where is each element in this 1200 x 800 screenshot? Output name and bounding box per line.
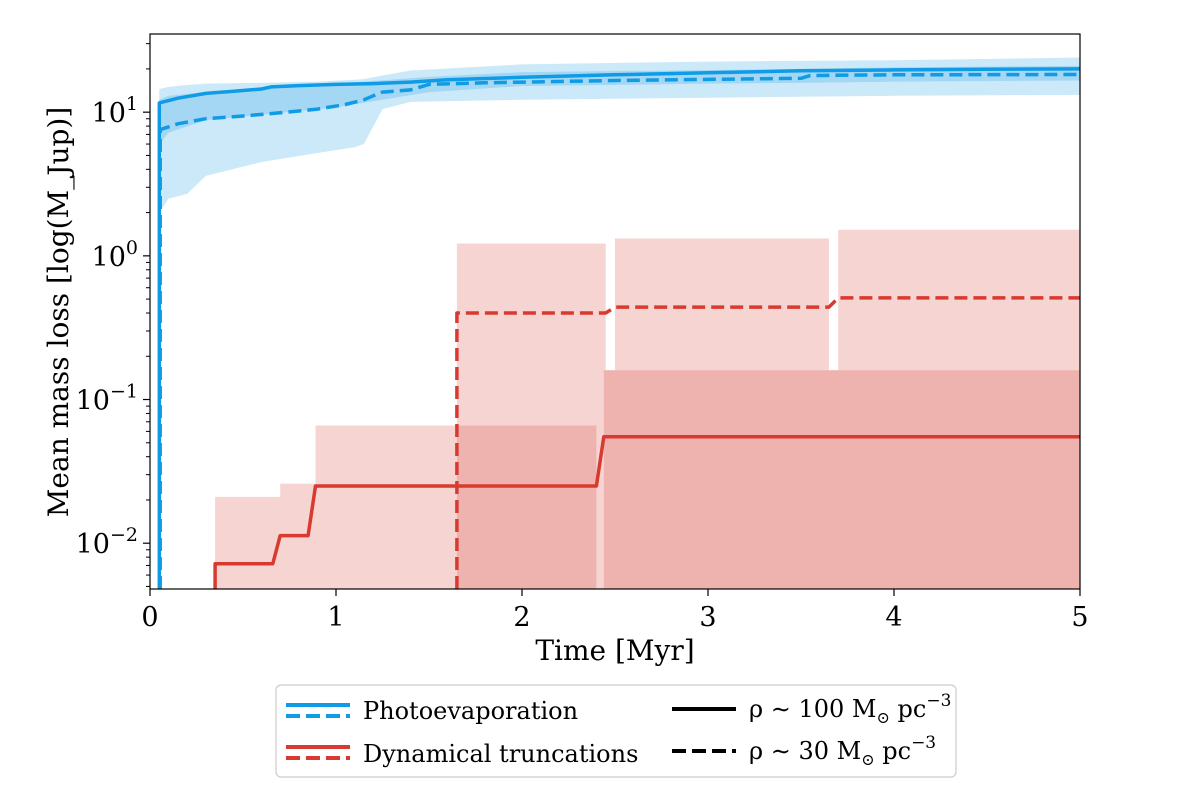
- legend-label-dynamical: Dynamical truncations: [363, 740, 638, 768]
- y-tick-label: 10−1: [76, 381, 138, 417]
- legend-item-density-30: ρ ∼ 30 M⊙ pc−3: [672, 733, 936, 769]
- x-tick-label: 4: [885, 602, 902, 633]
- band-1: [159, 65, 1081, 145]
- band-4: [456, 370, 1080, 589]
- legend-item-density-100: ρ ∼ 100 M⊙ pc−3: [672, 691, 951, 727]
- series-line-2: [213, 435, 1080, 589]
- x-axis-label: Time [Myr]: [535, 634, 694, 667]
- y-axis-label: Mean mass loss [log(M_Jup)]: [42, 107, 75, 517]
- y-tick-label: 10−2: [76, 524, 138, 560]
- legend-label-photoevaporation: Photoevaporation: [363, 697, 578, 725]
- x-tick-label: 0: [141, 602, 158, 633]
- x-axis-ticks: 0 1 2 3 4 5: [141, 589, 1089, 633]
- y-axis-ticks: 10−2 10−1 100 101: [76, 43, 150, 587]
- uncertainty-bands: [159, 57, 1081, 589]
- plot-frame: [149, 33, 1081, 590]
- x-tick-label: 5: [1071, 602, 1088, 633]
- x-tick-label: 3: [699, 602, 716, 633]
- legend-label-density-100: ρ ∼ 100 M⊙ pc−3: [749, 691, 951, 727]
- y-tick-label: 100: [92, 237, 138, 273]
- legend-item-dynamical: Dynamical truncations: [286, 740, 638, 768]
- x-tick-label: 2: [513, 602, 530, 633]
- y-tick-label: 101: [92, 93, 138, 129]
- series-line-1: [158, 72, 1081, 589]
- legend-item-photoevaporation: Photoevaporation: [286, 697, 578, 725]
- series-line-0: [157, 67, 1081, 589]
- legend-box: [275, 684, 957, 778]
- legend: Photoevaporation Dynamical truncations ρ…: [275, 684, 957, 778]
- series-line-3: [455, 296, 1080, 589]
- series-lines: [157, 67, 1081, 589]
- x-tick-label: 1: [327, 602, 344, 633]
- legend-label-density-30: ρ ∼ 30 M⊙ pc−3: [749, 733, 936, 769]
